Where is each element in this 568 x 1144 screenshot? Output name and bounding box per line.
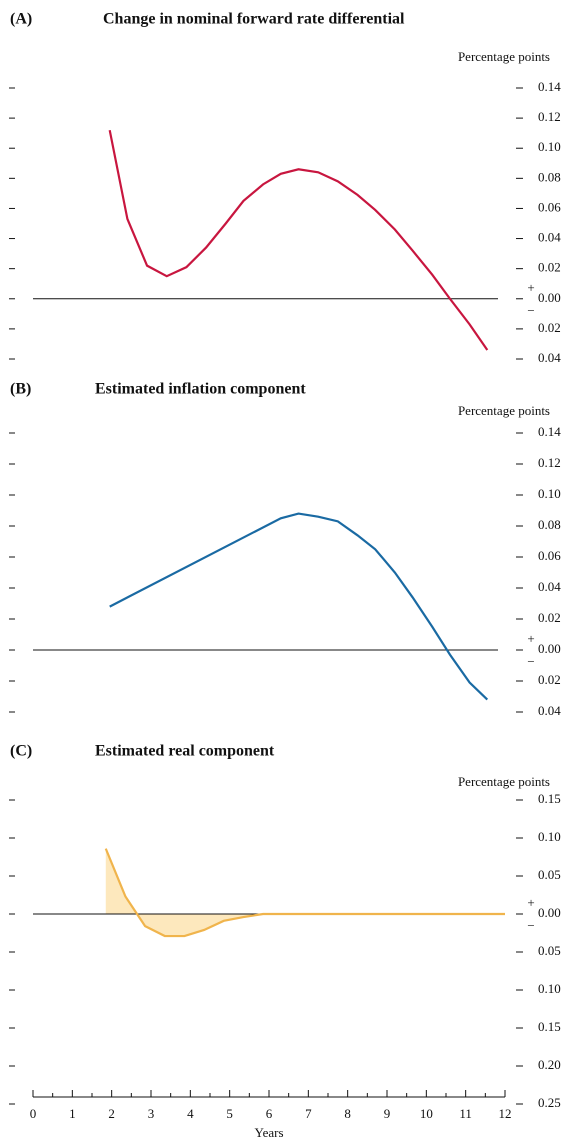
y-tick-label: 0.12 xyxy=(538,109,561,124)
x-axis-label: Years xyxy=(254,1125,283,1140)
y-tick-label: 0.10 xyxy=(538,139,561,154)
panel-title: Estimated inflation component xyxy=(95,381,306,398)
x-tick-label: 4 xyxy=(187,1106,194,1121)
x-tick-label: 3 xyxy=(148,1106,155,1121)
x-tick-label: 2 xyxy=(108,1106,115,1121)
sign-above: + xyxy=(527,631,534,646)
panel-label: (A) xyxy=(10,11,32,28)
y-tick-label: 0.04 xyxy=(538,230,561,245)
panel-label: (B) xyxy=(10,381,31,398)
sign-above: + xyxy=(527,895,534,910)
x-tick-label: 6 xyxy=(266,1106,273,1121)
y-tick-label: 0.10 xyxy=(538,981,561,996)
sign-below: − xyxy=(527,918,534,933)
y-tick-label: 0.02 xyxy=(538,320,561,335)
y-tick-label: 0.04 xyxy=(538,579,561,594)
sign-below: − xyxy=(527,303,534,318)
y-tick-label: 0.00 xyxy=(538,905,561,920)
y-tick-label: 0.25 xyxy=(538,1095,561,1110)
x-tick-label: 10 xyxy=(420,1106,433,1121)
y-tick-label: 0.10 xyxy=(538,486,561,501)
area xyxy=(105,848,506,937)
y-tick-label: 0.05 xyxy=(538,867,561,882)
sign-below: − xyxy=(527,654,534,669)
y-tick-label: 0.15 xyxy=(538,1019,561,1034)
panel-title: Estimated real component xyxy=(95,743,275,760)
y-tick-label: 0.20 xyxy=(538,1057,561,1072)
x-tick-label: 7 xyxy=(305,1106,312,1121)
x-tick-label: 9 xyxy=(384,1106,391,1121)
panel-label: (C) xyxy=(10,743,32,760)
y-tick-label: 0.06 xyxy=(538,548,561,563)
line xyxy=(108,129,489,351)
y-tick-label: 0.10 xyxy=(538,829,561,844)
x-tick-label: 5 xyxy=(226,1106,233,1121)
line xyxy=(109,512,489,701)
y-tick-label: 0.02 xyxy=(538,260,561,275)
y-tick-label: 0.00 xyxy=(538,290,561,305)
y-tick-label: 0.14 xyxy=(538,424,561,439)
x-tick-label: 8 xyxy=(344,1106,351,1121)
y-tick-label: 0.02 xyxy=(538,672,561,687)
x-tick-label: 0 xyxy=(30,1106,37,1121)
y-tick-label: 0.02 xyxy=(538,610,561,625)
y-tick-label: 0.12 xyxy=(538,455,561,470)
y-tick-label: 0.00 xyxy=(538,641,561,656)
x-tick-label: 1 xyxy=(69,1106,76,1121)
panel-title: Change in nominal forward rate different… xyxy=(103,11,405,28)
y-tick-label: 0.05 xyxy=(538,943,561,958)
y-tick-label: 0.08 xyxy=(538,517,561,532)
y-axis-label: Percentage points xyxy=(458,403,550,418)
sign-above: + xyxy=(527,280,534,295)
y-tick-label: 0.06 xyxy=(538,199,561,214)
y-tick-label: 0.15 xyxy=(538,791,561,806)
y-axis-label: Percentage points xyxy=(458,774,550,789)
y-tick-label: 0.04 xyxy=(538,703,561,718)
x-tick-label: 12 xyxy=(499,1106,512,1121)
y-tick-label: 0.08 xyxy=(538,169,561,184)
y-tick-label: 0.14 xyxy=(538,79,561,94)
y-tick-label: 0.04 xyxy=(538,350,561,365)
x-tick-label: 11 xyxy=(459,1106,472,1121)
line xyxy=(104,848,505,938)
y-axis-label: Percentage points xyxy=(458,49,550,64)
